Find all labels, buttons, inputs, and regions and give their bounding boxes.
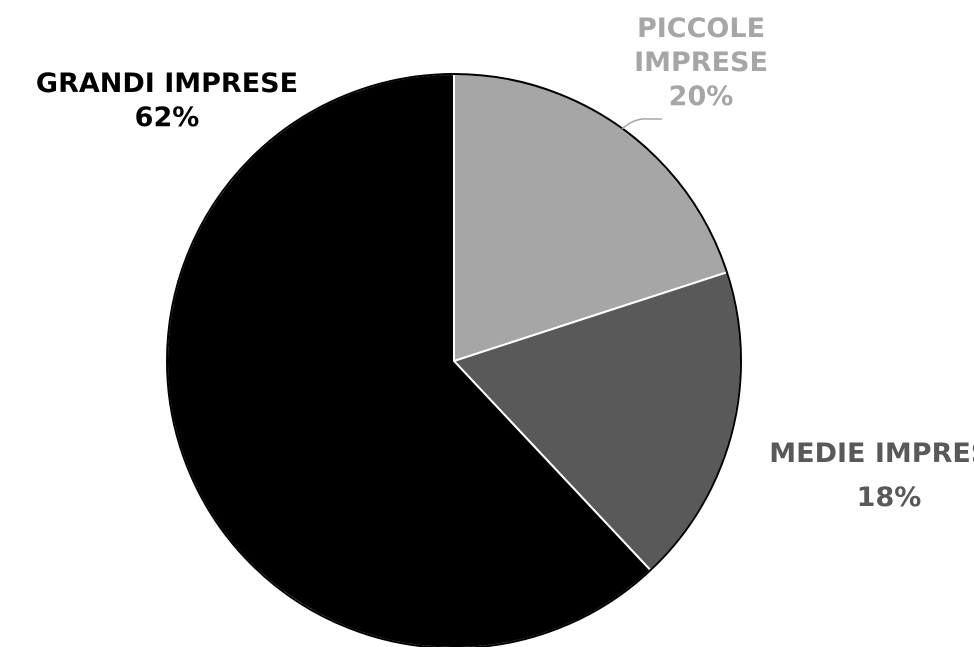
slice-value-medie: 18%: [857, 482, 922, 513]
pie-outline: [166, 73, 742, 647]
pie-slices: [166, 72, 742, 647]
slice-value-grandi: 62%: [135, 102, 200, 133]
leader-line-piccole: [621, 118, 662, 130]
slice-label-medie-line-1: MEDIE IMPRESE: [769, 438, 974, 469]
slice-value-piccole: 20%: [669, 81, 734, 112]
slice-label-grandi-line-1: GRANDI IMPRESE: [36, 68, 298, 99]
slice-label-piccole-line-2: IMPRESE: [634, 47, 768, 78]
slice-label-piccole-line-1: PICCOLE: [637, 13, 765, 44]
